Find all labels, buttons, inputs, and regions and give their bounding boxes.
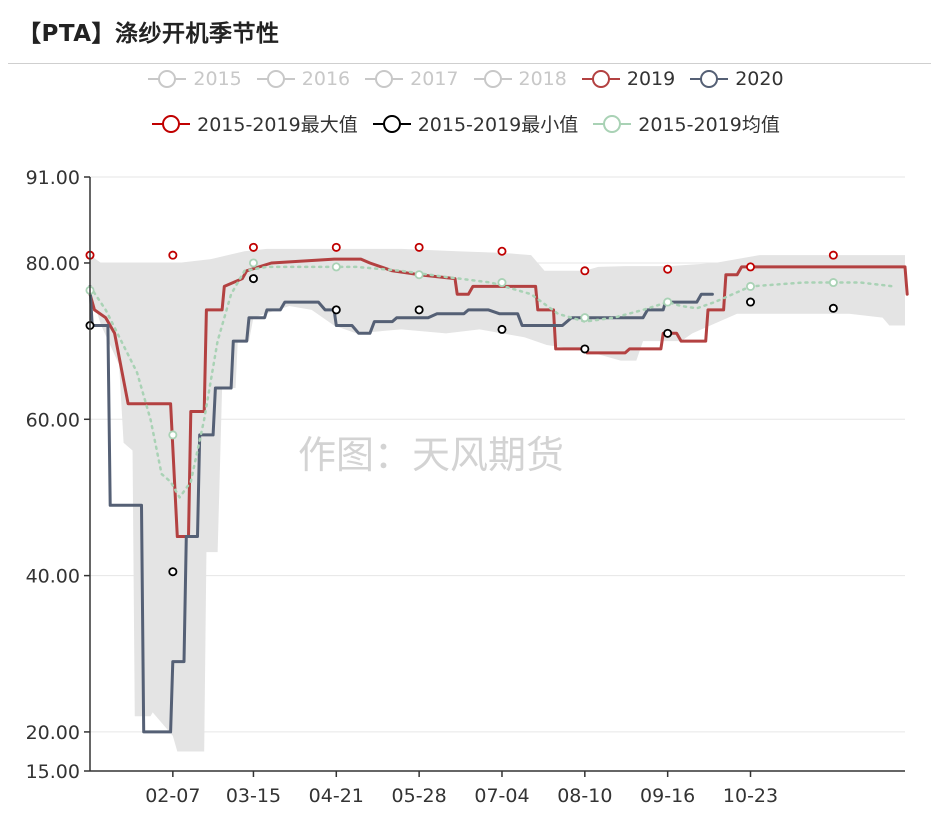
legend-marker-icon [593, 114, 632, 133]
data-point-2015-2019[interactable] [168, 250, 178, 260]
data-point-2015-2019[interactable] [828, 303, 838, 313]
legend-label: 2015-2019最大值 [197, 114, 358, 136]
y-tick-label: 80.00 [26, 253, 80, 275]
data-point-2015-2019[interactable] [414, 242, 424, 252]
legend-item-2015-2019[interactable]: 2015-2019最大值 [151, 110, 358, 137]
data-point-2015-2019[interactable] [331, 242, 341, 252]
x-tick-label: 10-23 [723, 785, 778, 807]
x-tick-label: 04-21 [309, 785, 364, 807]
legend-marker-icon [148, 70, 187, 88]
data-point-2015-2019[interactable] [663, 264, 673, 274]
legend-marker-icon [690, 70, 729, 88]
axes: 91.00 80.00 60.00 40.00 20.00 15.00 02-07 03-15… [26, 167, 905, 807]
legend-item-2017[interactable]: 2017 [364, 68, 459, 90]
data-point-2015-2019[interactable] [497, 246, 507, 256]
data-point-2015-2019[interactable] [248, 258, 258, 268]
legend-label: 2016 [301, 68, 351, 90]
legend-label: 2017 [410, 68, 459, 90]
data-point-2015-2019[interactable] [331, 262, 341, 272]
legend-marker-icon [473, 70, 512, 88]
data-point-2015-2019[interactable] [248, 242, 258, 252]
y-tick-label: 20.00 [26, 722, 80, 744]
legend-item-2018[interactable]: 2018 [473, 68, 567, 90]
legend-item-2015-2019[interactable]: 2015-2019最小值 [372, 110, 579, 137]
legend-marker-icon [581, 70, 620, 88]
legend-marker-icon [372, 114, 411, 133]
x-tick-label: 09-16 [640, 785, 695, 807]
legend-label: 2015-2019均值 [638, 114, 780, 136]
legend-label: 2019 [626, 68, 676, 90]
data-point-2015-2019[interactable] [580, 344, 590, 354]
data-point-2015-2019[interactable] [746, 262, 756, 272]
legend-label: 2015 [193, 68, 242, 90]
data-point-2015-2019[interactable] [497, 324, 507, 334]
y-tick-label: 60.00 [26, 409, 80, 431]
legend-item-2015-2019[interactable]: 2015-2019均值 [592, 110, 780, 137]
series-line-2015-2019 [88, 265, 896, 499]
legend-label: 2018 [518, 68, 567, 90]
data-point-2015-2019[interactable] [168, 567, 178, 577]
x-tick-label: 05-28 [392, 785, 447, 807]
x-tick-label: 02-07 [145, 785, 200, 807]
legend-row-2: 2015-2019最大值 2015-2019最小值 2015-2019均值 [0, 110, 931, 137]
legend-label: 2020 [735, 68, 784, 90]
y-tick-label: 15.00 [26, 761, 80, 783]
data-point-2015-2019[interactable] [746, 297, 756, 307]
data-point-2015-2019[interactable] [580, 313, 590, 323]
legend-row-1: 2015 2016 2017 2018 2019 2020 [0, 68, 931, 90]
data-point-2015-2019[interactable] [663, 297, 673, 307]
y-tick-label: 91.00 [26, 167, 80, 189]
watermark: 作图：天风期货 [298, 433, 564, 477]
range-band [90, 248, 905, 752]
data-point-2015-2019[interactable] [414, 305, 424, 315]
legend-item-2015[interactable]: 2015 [147, 68, 242, 90]
title-divider [8, 63, 931, 64]
data-point-2015-2019[interactable] [497, 278, 507, 288]
data-point-2015-2019[interactable] [168, 430, 178, 440]
y-tick-label: 40.00 [26, 566, 80, 588]
data-point-2015-2019[interactable] [828, 250, 838, 260]
legend-marker-icon [365, 70, 404, 88]
x-tick-label: 08-10 [557, 785, 612, 807]
legend-item-2019[interactable]: 2019 [581, 68, 675, 90]
data-point-2015-2019[interactable] [663, 328, 673, 338]
legend-item-2020[interactable]: 2020 [689, 68, 784, 90]
data-point-2015-2019[interactable] [580, 266, 590, 276]
legend-item-2016[interactable]: 2016 [256, 68, 350, 90]
x-tick-label: 03-15 [226, 785, 281, 807]
chart-title: 【PTA】涤纱开机季节性 [18, 21, 280, 47]
data-point-2015-2019[interactable] [414, 270, 424, 280]
x-tick-label: 07-04 [474, 785, 529, 807]
data-point-2015-2019[interactable] [828, 278, 838, 288]
data-point-2015-2019[interactable] [248, 274, 258, 284]
legend-marker-icon [152, 114, 191, 133]
legend-marker-icon [256, 70, 295, 88]
series-line-2019 [88, 257, 909, 538]
marker-layer [85, 242, 838, 577]
data-point-2015-2019[interactable] [331, 305, 341, 315]
legend-label: 2015-2019最小值 [417, 114, 579, 136]
data-point-2015-2019[interactable] [746, 281, 756, 291]
